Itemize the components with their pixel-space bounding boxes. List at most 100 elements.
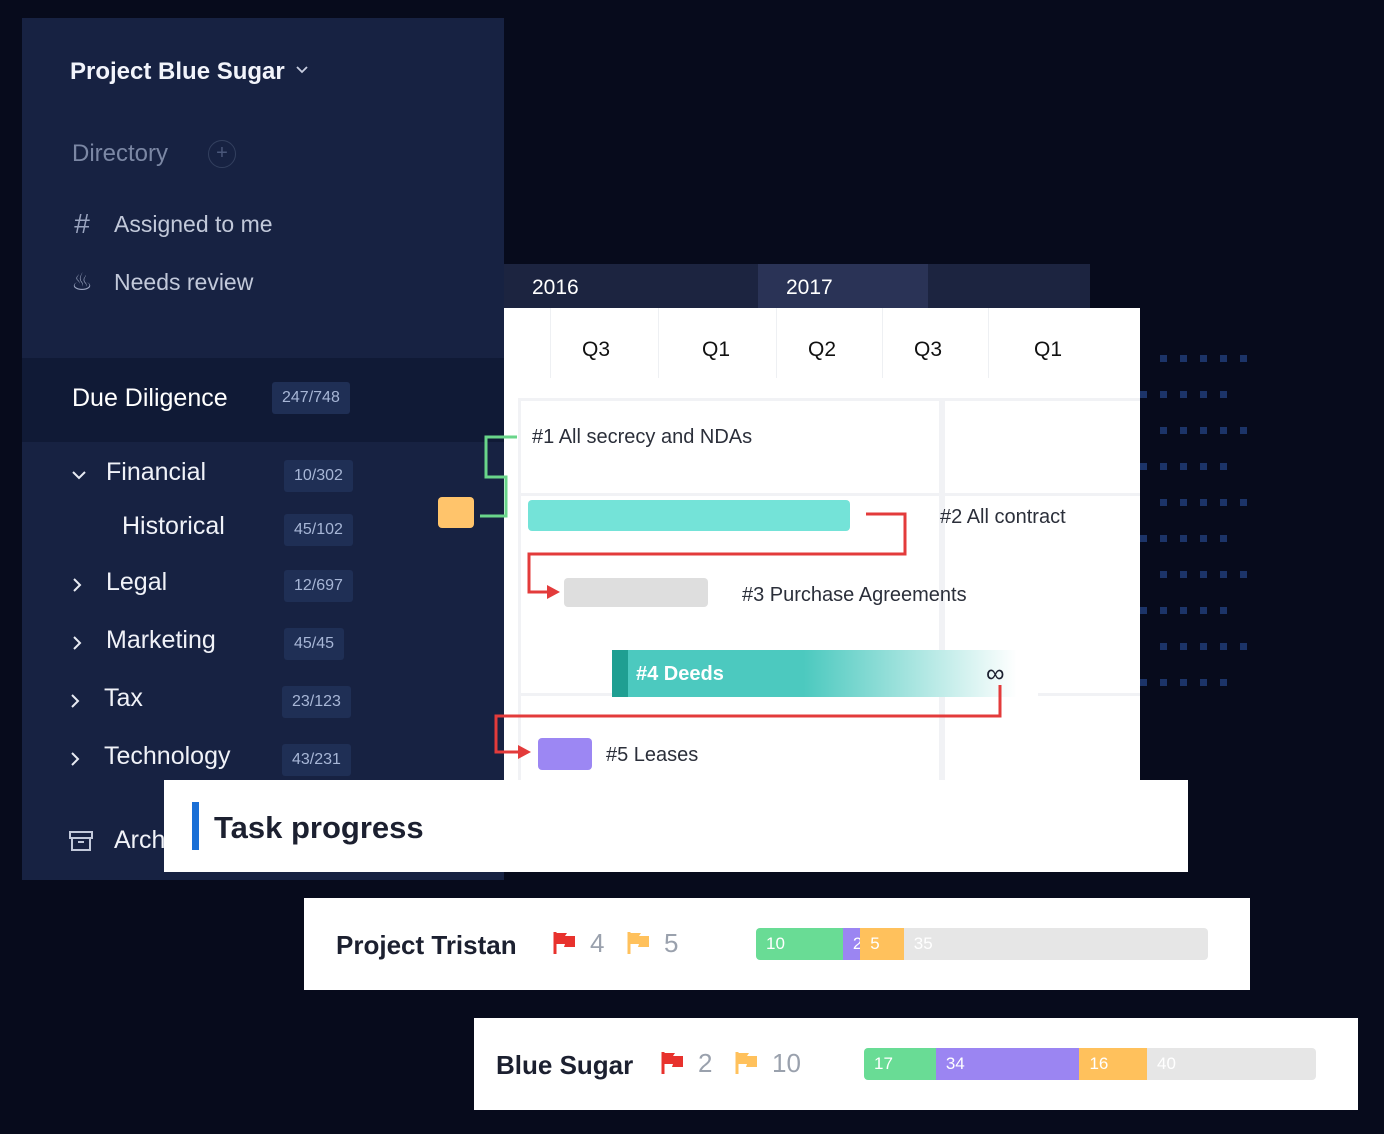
count-badge: 23/123 — [282, 686, 351, 718]
quarter-label: Q1 — [1034, 338, 1063, 361]
progress-bar: 17 34 16 40 — [864, 1048, 1316, 1080]
task-progress-title: Task progress — [214, 810, 424, 845]
red-flag-icon — [553, 932, 575, 954]
dependency-arrow-4-5 — [494, 685, 1002, 754]
grid-line — [882, 308, 883, 378]
dependency-arrow-2-3 — [527, 512, 907, 594]
gantt-chart: Q3 Q1 Q2 Q3 Q1 #1 All secrecy and NDAs #… — [504, 308, 1140, 780]
quarter-label: Q3 — [914, 338, 943, 361]
chevron-right-icon[interactable] — [68, 576, 86, 594]
progress-segment: 2 — [842, 928, 861, 960]
project-title[interactable]: Project Blue Sugar — [70, 58, 285, 85]
title-accent — [192, 802, 199, 850]
grid-line — [776, 308, 777, 378]
tree-item-financial[interactable]: Financial 10/302 — [22, 458, 504, 494]
quarter-label: Q3 — [582, 338, 611, 361]
hash-icon: # — [74, 208, 90, 239]
tree-label: Legal — [106, 568, 168, 596]
task-label-2[interactable]: #2 All contract — [940, 506, 1066, 528]
archive-icon — [69, 830, 93, 851]
progress-segment: 17 — [864, 1048, 936, 1080]
count-badge: 10/302 — [284, 460, 353, 492]
progress-segment: 16 — [1079, 1048, 1148, 1080]
red-flag-icon — [661, 1052, 683, 1074]
archive-label: Arch — [114, 826, 166, 854]
tree-label: Marketing — [106, 626, 216, 654]
progress-segment: 40 — [1147, 1048, 1316, 1080]
grid-cell — [942, 496, 1140, 696]
tree-item-legal[interactable]: Legal 12/697 — [22, 568, 504, 604]
infinity-icon: ∞ — [986, 658, 1005, 688]
year-label: 2017 — [786, 276, 833, 299]
yellow-flag-count: 5 — [664, 928, 679, 958]
chevron-right-icon[interactable] — [66, 692, 84, 710]
yellow-flag-count: 10 — [772, 1048, 801, 1078]
count-badge: 45/102 — [284, 514, 353, 546]
task-bar-2[interactable] — [528, 500, 850, 531]
tree-item-tax[interactable]: Tax 23/123 — [22, 684, 504, 720]
red-flag-count: 4 — [590, 928, 605, 958]
grid-cell — [518, 696, 942, 780]
task-bar-4-handle[interactable] — [612, 650, 628, 697]
project-name: Blue Sugar — [496, 1050, 634, 1080]
year-2017-highlight — [758, 264, 928, 308]
nav-label: Needs review — [114, 268, 254, 295]
task-label-4[interactable]: #4 Deeds — [636, 663, 724, 685]
grid-cell — [942, 398, 1140, 496]
grid-line — [550, 308, 551, 378]
due-diligence-header[interactable]: Due Diligence 247/748 — [22, 358, 504, 442]
due-diligence-count: 247/748 — [272, 382, 350, 414]
chevron-down-icon[interactable] — [70, 466, 88, 484]
group-bracket — [480, 435, 517, 518]
chevron-down-icon[interactable] — [296, 64, 308, 76]
red-flag-count: 2 — [698, 1048, 713, 1078]
project-card-blue-sugar[interactable]: Blue Sugar 2 10 17 34 16 40 — [474, 1018, 1358, 1110]
grid-cell — [518, 398, 942, 496]
grid-cell — [942, 696, 1140, 780]
progress-segment: 10 — [756, 928, 843, 960]
nav-label: Assigned to me — [114, 210, 273, 237]
decorative-dot-grid — [1140, 355, 1250, 715]
task-label-3[interactable]: #3 Purchase Agreements — [742, 584, 967, 606]
tree-label: Tax — [104, 684, 143, 712]
count-badge: 43/231 — [282, 744, 351, 776]
count-badge: 45/45 — [284, 628, 345, 660]
arrow-head — [547, 585, 560, 599]
chevron-right-icon[interactable] — [66, 750, 84, 768]
grid-line — [988, 308, 989, 378]
nav-needs-review[interactable]: ♨ Needs review — [70, 267, 253, 297]
progress-segment: 5 — [860, 928, 904, 960]
yellow-flag-icon — [627, 932, 649, 954]
chevron-right-icon[interactable] — [68, 634, 86, 652]
year-label: 2016 — [532, 276, 579, 299]
directory-label: Directory — [72, 140, 169, 167]
tree-item-technology[interactable]: Technology 43/231 — [22, 742, 504, 778]
pin-marker[interactable] — [438, 497, 474, 528]
task-label-1[interactable]: #1 All secrecy and NDAs — [532, 426, 753, 448]
task-bar-3[interactable] — [564, 578, 708, 607]
progress-bar: 10 2 5 35 — [756, 928, 1208, 960]
quarter-label: Q2 — [808, 338, 837, 361]
task-progress-panel: Task progress — [164, 780, 1188, 872]
task-bar-5[interactable] — [538, 738, 592, 770]
sidebar: Project Blue Sugar Directory + # Assigne… — [22, 18, 504, 880]
task-bar-4[interactable] — [612, 650, 1038, 697]
arrow-head — [518, 745, 531, 759]
flame-icon: ♨ — [71, 268, 93, 296]
gantt-year-header: 2016 2017 — [504, 264, 1090, 308]
yellow-flag-icon — [735, 1052, 757, 1074]
project-card-tristan[interactable]: Project Tristan 4 5 10 2 5 35 — [304, 898, 1250, 990]
tree-label: Historical — [122, 512, 225, 540]
progress-segment: 34 — [935, 1048, 1080, 1080]
tree-label: Financial — [106, 458, 207, 486]
add-directory-icon[interactable]: + — [208, 140, 236, 168]
tree-item-marketing[interactable]: Marketing 45/45 — [22, 626, 504, 662]
task-label-5[interactable]: #5 Leases — [606, 744, 699, 766]
archive-item[interactable]: Arch — [68, 826, 165, 855]
tree-label: Technology — [104, 742, 231, 770]
nav-assigned-to-me[interactable]: # Assigned to me — [70, 208, 273, 239]
tree-item-historical[interactable]: Historical 45/102 — [22, 512, 504, 548]
grid-line — [658, 308, 659, 378]
progress-segment: 35 — [903, 928, 1208, 960]
